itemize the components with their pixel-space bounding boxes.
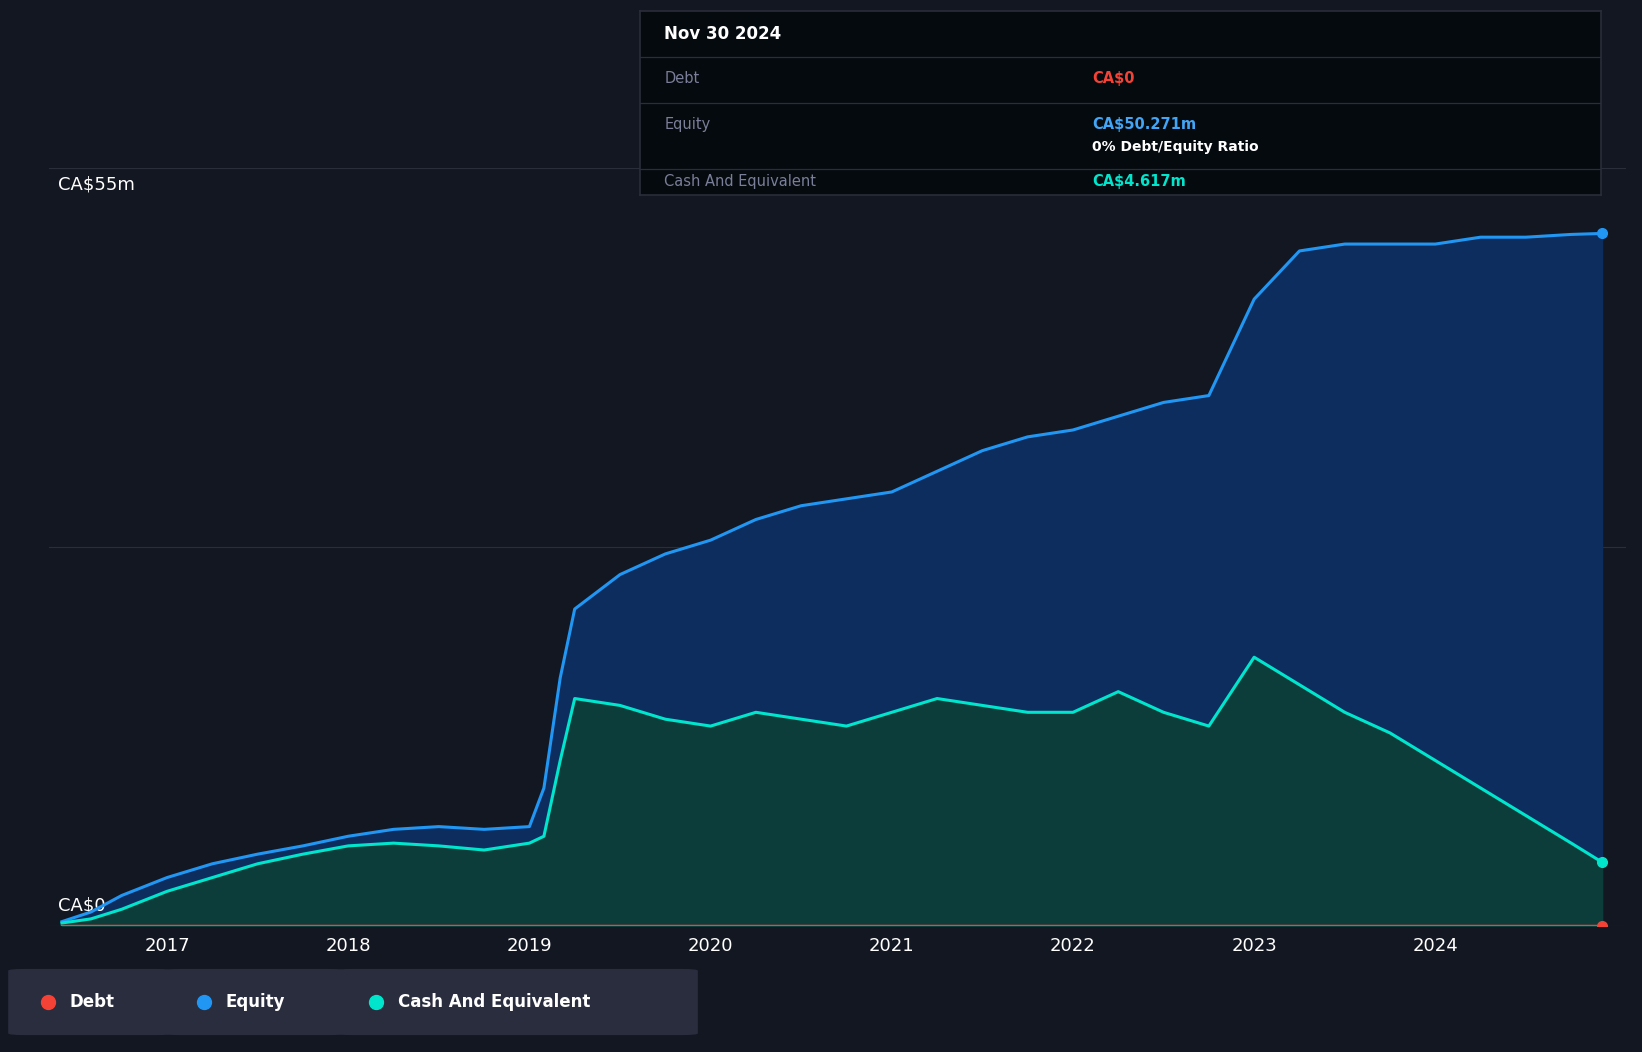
Text: Cash And Equivalent: Cash And Equivalent <box>665 175 816 189</box>
Text: Cash And Equivalent: Cash And Equivalent <box>399 993 591 1011</box>
Text: CA$4.617m: CA$4.617m <box>1092 175 1186 189</box>
Text: Debt: Debt <box>665 72 699 86</box>
Text: CA$50.271m: CA$50.271m <box>1092 117 1195 133</box>
Text: CA$55m: CA$55m <box>59 176 135 194</box>
FancyBboxPatch shape <box>337 969 698 1035</box>
Text: CA$0: CA$0 <box>1092 72 1135 86</box>
Text: Debt: Debt <box>71 993 115 1011</box>
Text: 0% Debt/Equity Ratio: 0% Debt/Equity Ratio <box>1092 140 1258 154</box>
Text: CA$0: CA$0 <box>59 896 107 915</box>
Text: Equity: Equity <box>665 117 711 133</box>
Text: Nov 30 2024: Nov 30 2024 <box>665 25 782 43</box>
FancyBboxPatch shape <box>164 969 345 1035</box>
FancyBboxPatch shape <box>8 969 172 1035</box>
Text: Equity: Equity <box>227 993 286 1011</box>
